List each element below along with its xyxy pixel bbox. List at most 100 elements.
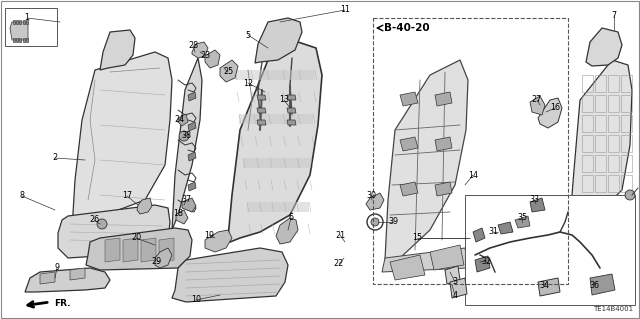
Polygon shape [188,152,196,161]
Polygon shape [16,20,18,24]
Text: 12: 12 [243,78,253,87]
Bar [595,75,606,92]
Polygon shape [105,238,120,262]
Bar [582,75,593,92]
Bar [5,8,57,46]
Text: 5: 5 [245,31,251,40]
Polygon shape [235,70,315,80]
Bar [621,115,632,132]
Text: 38: 38 [181,130,191,139]
Bar [621,175,632,192]
Bar [582,175,593,192]
Polygon shape [590,274,615,295]
Polygon shape [287,95,296,100]
Polygon shape [475,256,490,272]
Text: 13: 13 [279,95,289,105]
Text: 20: 20 [131,234,141,242]
Polygon shape [176,210,188,224]
Text: 10: 10 [191,295,201,305]
Polygon shape [100,30,135,70]
Bar [621,155,632,172]
Polygon shape [13,20,15,24]
Text: 11: 11 [340,5,350,14]
Polygon shape [435,137,452,151]
Bar [608,95,619,112]
Polygon shape [182,198,196,212]
Polygon shape [515,216,530,228]
Polygon shape [25,268,110,292]
Text: 26: 26 [89,216,99,225]
Text: B-40-20: B-40-20 [384,23,429,33]
Text: 2: 2 [52,153,58,162]
Text: 4: 4 [452,291,458,300]
Bar [582,95,593,112]
Text: 34: 34 [539,280,549,290]
Text: 17: 17 [122,191,132,201]
Polygon shape [19,20,21,24]
Polygon shape [155,248,172,268]
Text: 27: 27 [532,95,542,105]
Text: TE14B4001: TE14B4001 [593,306,633,312]
Text: 25: 25 [223,68,233,77]
Text: FR.: FR. [54,299,70,308]
Polygon shape [188,92,196,101]
Bar [595,195,606,212]
Polygon shape [243,158,311,168]
Polygon shape [26,38,28,42]
Text: 37: 37 [181,196,191,204]
Polygon shape [400,92,418,106]
Polygon shape [430,245,464,270]
Polygon shape [40,272,55,284]
Bar [582,155,593,172]
Text: 36: 36 [589,280,599,290]
Polygon shape [435,92,452,106]
Text: 31: 31 [488,227,498,236]
Polygon shape [530,198,545,212]
Polygon shape [276,218,298,244]
Polygon shape [257,120,266,125]
Polygon shape [159,238,174,262]
Polygon shape [390,255,425,280]
Polygon shape [58,205,170,258]
Polygon shape [22,20,24,24]
Polygon shape [239,114,313,124]
Polygon shape [586,28,622,66]
Polygon shape [172,58,202,230]
Text: 8: 8 [19,191,24,201]
Circle shape [97,219,107,229]
Polygon shape [192,42,208,58]
Polygon shape [498,222,513,234]
Bar [465,195,635,305]
Text: 21: 21 [335,231,345,240]
Polygon shape [287,108,296,113]
Bar [595,135,606,152]
Bar [608,155,619,172]
Polygon shape [228,42,322,242]
Text: 9: 9 [54,263,60,272]
Text: 6: 6 [289,213,294,222]
Text: 19: 19 [204,231,214,240]
Bar [621,195,632,212]
Text: 29: 29 [152,256,162,265]
Text: 23: 23 [200,50,210,60]
Text: 35: 35 [517,213,527,222]
Bar [608,175,619,192]
Polygon shape [538,278,560,296]
Bar [373,18,568,284]
Polygon shape [26,20,28,24]
Polygon shape [22,38,24,42]
Bar [595,115,606,132]
Polygon shape [220,60,238,82]
Bar [582,115,593,132]
Bar [595,155,606,172]
Circle shape [371,218,379,226]
Polygon shape [72,52,172,230]
Polygon shape [257,108,266,113]
Polygon shape [450,278,467,298]
Polygon shape [205,230,232,252]
Bar [608,135,619,152]
Polygon shape [257,95,266,100]
Polygon shape [538,98,562,128]
Polygon shape [570,60,632,225]
Text: 39: 39 [388,218,398,226]
